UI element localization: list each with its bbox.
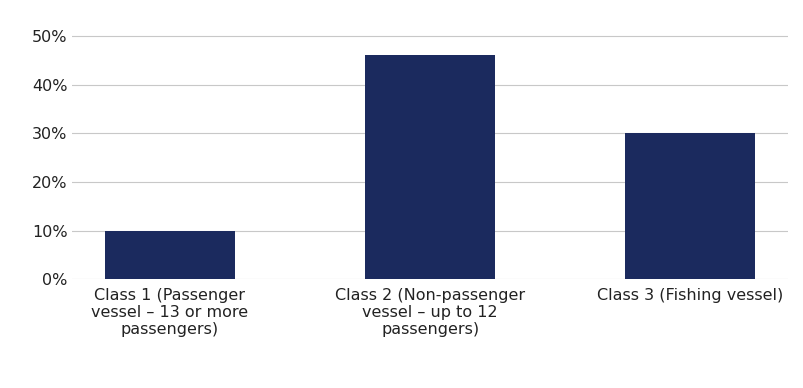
Bar xyxy=(625,133,755,279)
Bar xyxy=(104,231,234,279)
Bar xyxy=(365,55,495,279)
